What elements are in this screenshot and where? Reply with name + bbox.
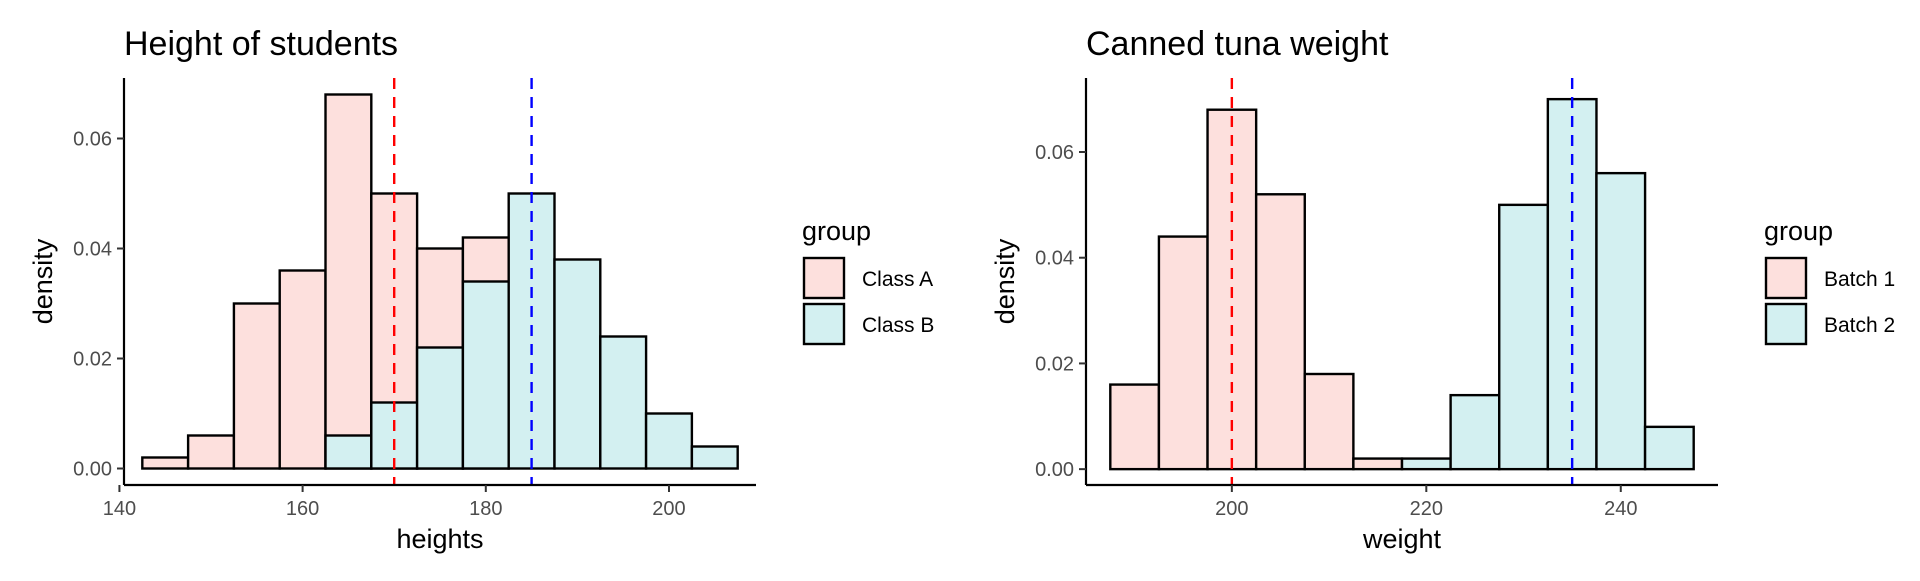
x-tick-label: 240 — [1604, 498, 1637, 520]
legend-label: Class A — [862, 268, 933, 291]
y-axis-title: density — [990, 238, 1020, 324]
x-tick-label: 180 — [469, 498, 502, 520]
series-1 — [1109, 108, 1404, 471]
x-tick-label: 200 — [652, 498, 685, 520]
bar-batch-2-6 — [1643, 425, 1695, 471]
legend-label: Class B — [862, 314, 934, 337]
bar-class-a-2 — [186, 434, 236, 470]
bar-batch-2-5 — [1595, 171, 1647, 471]
bar-batch-1-2 — [1157, 235, 1209, 471]
x-tick-label: 220 — [1410, 498, 1443, 520]
y-tick-label: 0.02 — [1035, 353, 1074, 375]
bar-class-b-2 — [370, 401, 419, 470]
y-axis-title: density — [28, 238, 58, 324]
x-tick-label: 200 — [1215, 498, 1248, 520]
y-tick-label: 0.00 — [73, 459, 112, 481]
y-tick-label: 0.04 — [1035, 248, 1074, 270]
x-tick-label: 140 — [103, 498, 136, 520]
legend: group Class A Class B — [802, 216, 934, 346]
bar-batch-1-6 — [1352, 457, 1404, 471]
bar-class-b-4 — [461, 280, 510, 470]
bar-class-a-4 — [278, 269, 327, 470]
legend-title: group — [802, 216, 871, 246]
series-2 — [1400, 97, 1695, 471]
legend-key — [802, 256, 846, 300]
y-tick-label: 0.06 — [73, 129, 112, 151]
panel-2: Canned tuna weight 0.00 0.02 0.04 0.06 200 220… — [990, 25, 1895, 554]
legend-key — [802, 302, 846, 346]
bar-class-a-1 — [141, 456, 190, 470]
panel-1: Height of students 0.00 0.02 0.04 0.06 140 160… — [28, 25, 934, 554]
y-tick-label: 0.04 — [73, 239, 112, 261]
bar-batch-2-3 — [1498, 203, 1550, 471]
bar-batch-2-1 — [1400, 457, 1452, 471]
x-axis-title: heights — [396, 524, 483, 554]
legend-label: Batch 2 — [1824, 314, 1895, 337]
legend-key — [1764, 302, 1808, 346]
bar-batch-1-4 — [1254, 193, 1306, 471]
legend: group Batch 1 Batch 2 — [1764, 216, 1895, 346]
bar-batch-2-2 — [1449, 393, 1501, 471]
bar-class-b-8 — [644, 412, 694, 470]
y-tick-label: 0.02 — [73, 349, 112, 371]
bar-class-b-9 — [690, 445, 739, 470]
chart-title: Canned tuna weight — [1086, 25, 1389, 63]
y-tick-label: 0.06 — [1035, 142, 1074, 164]
legend-label: Batch 1 — [1824, 268, 1895, 291]
bar-class-a-5 — [324, 93, 373, 470]
bar-batch-1-1 — [1109, 383, 1161, 471]
bar-batch-1-5 — [1303, 372, 1355, 471]
legend-title: group — [1764, 216, 1833, 246]
bar-class-a-3 — [232, 302, 281, 470]
y-tick-label: 0.00 — [1035, 459, 1074, 481]
legend-key — [1764, 256, 1808, 300]
chart-title: Height of students — [124, 25, 398, 63]
x-axis-title: weight — [1362, 524, 1442, 554]
bar-class-b-3 — [415, 346, 465, 470]
bar-class-b-7 — [599, 335, 648, 470]
bar-class-b-1 — [324, 434, 373, 470]
x-tick-label: 160 — [286, 498, 319, 520]
bar-class-b-6 — [553, 258, 602, 470]
